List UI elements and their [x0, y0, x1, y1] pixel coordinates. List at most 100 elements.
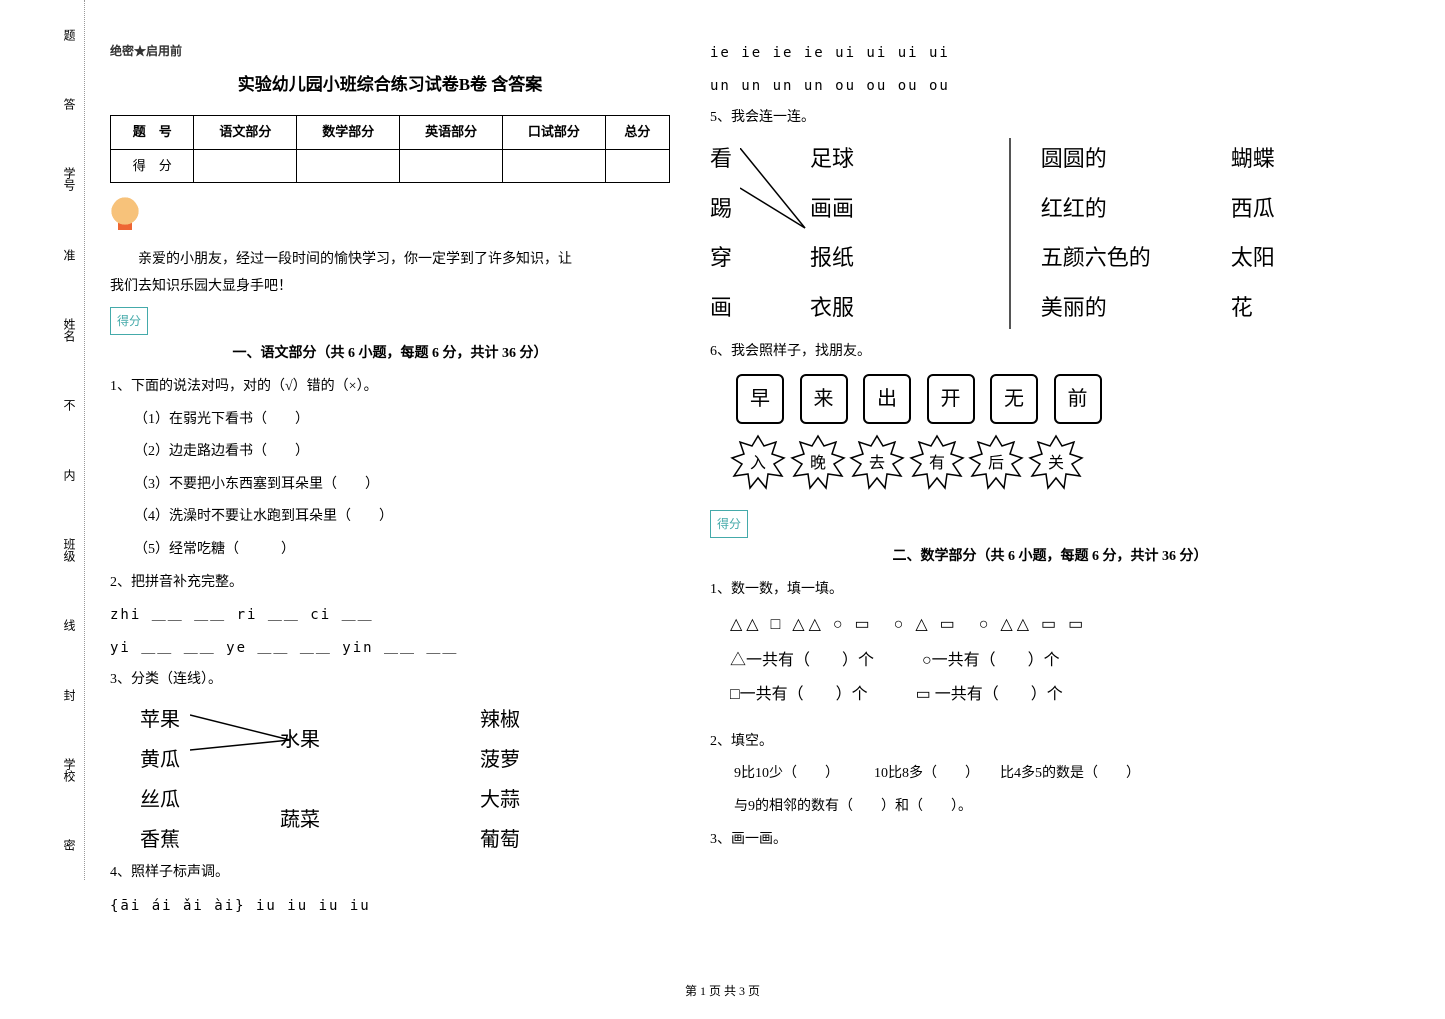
intro-text2: 我们去知识乐园大显身手吧！	[110, 274, 670, 301]
td	[503, 149, 606, 183]
q1-item: （3）不要把小东西塞到耳朵里（ ）	[134, 472, 670, 499]
svg-text:入: 入	[750, 455, 766, 472]
svg-text:后: 后	[988, 454, 1004, 472]
q5b: 报纸	[810, 237, 910, 279]
q5c: 红红的	[1041, 188, 1201, 230]
friend-box: 开	[927, 374, 975, 424]
q2-line2: yi ＿＿ ＿＿ ye ＿＿ ＿＿ yin ＿＿ ＿＿	[110, 635, 670, 662]
q5-grid: 看 足球 踢 画画 穿 报纸 画 衣服 圆圆的 蝴蝶 红红的 西瓜 五颜六色的	[710, 138, 1390, 329]
td: 得 分	[111, 149, 194, 183]
strip-label: 线	[61, 619, 78, 631]
q1-item: （5）经常吃糖（ ）	[134, 537, 670, 564]
sun-icon: 晚	[790, 434, 846, 490]
table-row: 得 分	[111, 149, 670, 183]
td	[605, 149, 669, 183]
strip-label: 答	[61, 98, 78, 110]
q5c: 圆圆的	[1041, 138, 1201, 180]
th: 数学部分	[297, 116, 400, 150]
intro-line1: 亲爱的小朋友，经过一段时间的愉快学习，你一定学到了许多知识，让	[138, 252, 572, 267]
sun-icon: 入	[730, 434, 786, 490]
friend-box: 来	[800, 374, 848, 424]
s2-q2-line1: 9比10少（ ） 10比8多（ ） 比4多5的数是（ ）	[734, 761, 1390, 788]
q3-left: 丝瓜	[140, 780, 200, 820]
strip-label: 内	[61, 469, 78, 481]
td	[194, 149, 297, 183]
q3-right: 大蒜	[480, 780, 540, 820]
left-column: 绝密★启用前 实验幼儿园小班综合练习试卷B卷 含答案 题 号 语文部分 数学部分…	[110, 40, 670, 925]
q4-line2b: un un un un ou ou ou ou	[710, 73, 1390, 100]
q5b: 足球	[810, 138, 910, 180]
table-row: 题 号 语文部分 数学部分 英语部分 口试部分 总分	[111, 116, 670, 150]
strip-label: 密	[61, 839, 78, 851]
friend-box: 出	[863, 374, 911, 424]
s2-q1-stem: 1、数一数，填一填。	[710, 577, 1390, 604]
svg-text:有: 有	[928, 454, 944, 472]
td	[297, 149, 400, 183]
strip-label: 学号	[61, 167, 78, 191]
q3-mid: 蔬菜	[280, 800, 340, 840]
connector-line-icon	[740, 148, 820, 248]
friend-box: 无	[990, 374, 1038, 424]
strip-label: 不	[61, 399, 78, 411]
exam-title: 实验幼儿园小班综合练习试卷B卷 含答案	[110, 69, 670, 101]
strip-label: 准	[61, 249, 78, 261]
th: 题 号	[111, 116, 194, 150]
section2-title: 二、数学部分（共 6 小题，每题 6 分，共计 36 分）	[710, 544, 1390, 571]
svg-text:关: 关	[1047, 454, 1063, 472]
q3-left: 香蕉	[140, 820, 200, 860]
q3-grid: 苹果 黄瓜 丝瓜 香蕉 水果 蔬菜 辣椒 菠萝 大蒜 葡萄	[140, 700, 670, 860]
shapes-row: △△ □ △△ ○ ▭ ○ △ ▭ ○ △△ ▭ ▭	[730, 610, 1390, 640]
q6-stem: 6、我会照样子，找朋友。	[710, 339, 1390, 366]
th: 语文部分	[194, 116, 297, 150]
right-column: ie ie ie ie ui ui ui ui un un un un ou o…	[710, 40, 1390, 925]
page-footer: 第 1 页 共 3 页	[0, 982, 1445, 999]
td	[400, 149, 503, 183]
q6-bottom-row: 入 晚 去 有 后 关	[730, 434, 1390, 490]
friend-box: 前	[1054, 374, 1102, 424]
strip-label: 姓名	[61, 318, 78, 342]
page-content: 绝密★启用前 实验幼儿园小班综合练习试卷B卷 含答案 题 号 语文部分 数学部分…	[110, 40, 1390, 925]
q6-top-row: 早 来 出 开 无 前	[730, 374, 1390, 424]
q1-item: （1）在弱光下看书（ ）	[134, 407, 670, 434]
q1-stem: 1、下面的说法对吗，对的（√）错的（×）。	[110, 374, 670, 401]
sun-icon: 后	[968, 434, 1024, 490]
s2-q3-stem: 3、画一画。	[710, 827, 1390, 854]
q5c: 五颜六色的	[1041, 237, 1201, 279]
q3-stem: 3、分类（连线）。	[110, 667, 670, 694]
th: 英语部分	[400, 116, 503, 150]
q4-line1: {āi ái ǎi ài} iu iu iu iu	[110, 893, 670, 920]
s2-q2-stem: 2、填空。	[710, 729, 1390, 756]
svg-text:晚: 晚	[809, 454, 825, 472]
q5d: 蝴蝶	[1231, 138, 1311, 180]
sun-icon: 有	[909, 434, 965, 490]
q4-line2a: ie ie ie ie ui ui ui ui	[710, 40, 1390, 67]
score-box: 得分	[110, 307, 148, 336]
q3-right: 葡萄	[480, 820, 540, 860]
sun-icon: 关	[1028, 434, 1084, 490]
q5b: 画画	[810, 188, 910, 230]
q5d: 太阳	[1231, 237, 1311, 279]
q1-item: （4）洗澡时不要让水跑到耳朵里（ ）	[134, 504, 670, 531]
section1-title: 一、语文部分（共 6 小题，每题 6 分，共计 36 分）	[110, 341, 670, 368]
score-table: 题 号 语文部分 数学部分 英语部分 口试部分 总分 得 分	[110, 115, 670, 183]
q5c: 美丽的	[1041, 287, 1201, 329]
confidential-label: 绝密★启用前	[110, 40, 670, 63]
q5a: 画	[710, 287, 770, 329]
sun-icon: 去	[849, 434, 905, 490]
mascot-row	[110, 197, 670, 237]
th: 总分	[605, 116, 669, 150]
strip-label: 封	[61, 689, 78, 701]
q2-line1: zhi ＿＿ ＿＿ ri ＿＿ ci ＿＿	[110, 602, 670, 629]
s2-q2-line2: 与9的相邻的数有（ ）和（ ）。	[734, 794, 1390, 821]
q5d: 西瓜	[1231, 188, 1311, 230]
th: 口试部分	[503, 116, 606, 150]
connector-line-icon	[190, 710, 310, 770]
strip-label: 学校	[61, 758, 78, 782]
strip-label: 题	[61, 29, 78, 41]
q4-stem: 4、照样子标声调。	[110, 860, 670, 887]
q3-right: 菠萝	[480, 740, 540, 780]
intro-text: 亲爱的小朋友，经过一段时间的愉快学习，你一定学到了许多知识，让	[110, 247, 670, 274]
q5-stem: 5、我会连一连。	[710, 105, 1390, 132]
svg-text:去: 去	[869, 454, 885, 472]
score-box2: 得分	[710, 510, 748, 539]
